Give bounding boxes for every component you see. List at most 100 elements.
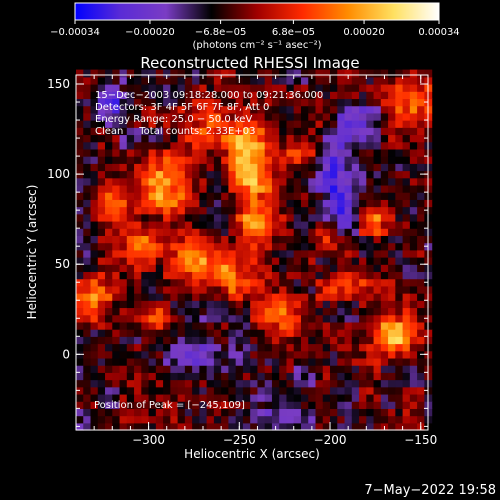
heatmap-cell <box>264 343 273 352</box>
heatmap-cell <box>373 76 382 85</box>
heatmap-cell <box>351 184 360 193</box>
heatmap-cell <box>76 293 84 301</box>
heatmap-cell <box>322 300 331 309</box>
heatmap-cell <box>271 401 280 409</box>
heatmap-cell <box>155 112 164 121</box>
heatmap-cell <box>330 213 338 222</box>
heatmap-cell <box>126 372 135 381</box>
heatmap-cell <box>134 206 142 215</box>
heatmap-cell <box>221 242 230 251</box>
heatmap-cell <box>373 314 382 323</box>
heatmap-cell <box>192 112 200 121</box>
heatmap-cell <box>170 350 179 359</box>
heatmap-cell <box>148 365 157 373</box>
heatmap-cell <box>351 393 360 402</box>
heatmap-cell <box>199 357 208 366</box>
heatmap-cell <box>163 206 171 215</box>
heatmap-cell <box>373 120 382 128</box>
heatmap-cell <box>242 91 251 100</box>
heatmap-cell <box>366 357 375 366</box>
heatmap-cell <box>199 293 208 301</box>
heatmap-cell <box>235 134 244 143</box>
heatmap-cell <box>330 264 338 273</box>
heatmap-cell <box>417 271 425 280</box>
heatmap-cell <box>351 401 360 409</box>
heatmap-cell <box>112 422 121 431</box>
heatmap-cell <box>141 343 150 352</box>
heatmap-cell <box>279 127 288 136</box>
heatmap-cell <box>119 401 128 409</box>
heatmap-cell <box>257 307 266 316</box>
heatmap-cell <box>184 84 193 92</box>
heatmap-cell <box>344 69 353 78</box>
heatmap-cell <box>76 336 84 345</box>
heatmap-cell <box>235 105 244 114</box>
heatmap-cell <box>90 300 99 309</box>
heatmap-cell <box>90 401 99 409</box>
heatmap-cell <box>250 264 259 273</box>
heatmap-cell <box>90 372 99 381</box>
heatmap-cell <box>163 120 171 128</box>
heatmap-cell <box>373 343 382 352</box>
heatmap-cell <box>221 76 230 85</box>
heatmap-cell <box>395 235 404 244</box>
heatmap-cell <box>177 206 186 215</box>
heatmap-cell <box>330 249 338 258</box>
heatmap-cell <box>184 307 193 316</box>
x-tick-label: −200 <box>314 433 347 447</box>
heatmap-cell <box>97 415 106 424</box>
heatmap-cell <box>402 415 411 424</box>
heatmap-cell <box>330 278 338 287</box>
heatmap-cell <box>395 213 404 222</box>
heatmap-cell <box>170 156 179 164</box>
heatmap-cell <box>366 69 375 78</box>
heatmap-cell <box>155 199 164 208</box>
heatmap-cell <box>250 228 259 236</box>
heatmap-cell <box>264 365 273 373</box>
heatmap-cell <box>119 365 128 373</box>
heatmap-cell <box>380 206 389 215</box>
heatmap-cell <box>163 357 171 366</box>
heatmap-cell <box>90 170 99 179</box>
heatmap-cell <box>221 422 230 431</box>
heatmap-cell <box>293 278 302 287</box>
heatmap-cell <box>388 365 396 373</box>
heatmap-cell <box>141 105 150 114</box>
heatmap-cell <box>402 235 411 244</box>
heatmap-cell <box>315 213 324 222</box>
colorbar-tick-label: 0.00034 <box>418 27 459 38</box>
heatmap-cell <box>409 422 418 431</box>
heatmap-cell <box>97 235 106 244</box>
heatmap-cell <box>134 120 142 128</box>
heatmap-cell <box>264 357 273 366</box>
heatmap-cell <box>199 199 208 208</box>
heatmap-cell <box>359 213 367 222</box>
heatmap-cell <box>373 134 382 143</box>
heatmap-cell <box>177 242 186 251</box>
heatmap-cell <box>359 365 367 373</box>
heatmap-cell <box>351 105 360 114</box>
heatmap-cell <box>250 393 259 402</box>
heatmap-cell <box>119 170 128 179</box>
heatmap-cell <box>184 134 193 143</box>
heatmap-cell <box>315 386 324 395</box>
heatmap-cell <box>380 314 389 323</box>
heatmap-cell <box>264 213 273 222</box>
heatmap-cell <box>308 220 317 229</box>
heatmap-cell <box>105 69 113 78</box>
heatmap-cell <box>388 235 396 244</box>
heatmap-cell <box>388 105 396 114</box>
heatmap-cell <box>380 257 389 265</box>
heatmap-cell <box>163 228 171 236</box>
heatmap-cell <box>148 314 157 323</box>
heatmap-cell <box>366 76 375 85</box>
heatmap-cell <box>213 163 222 172</box>
heatmap-cell <box>271 177 280 186</box>
heatmap-cell <box>271 271 280 280</box>
heatmap-cell <box>359 170 367 179</box>
heatmap-cell <box>359 184 367 193</box>
heatmap-cell <box>148 163 157 172</box>
heatmap-cell <box>308 314 317 323</box>
heatmap-cell <box>257 293 266 301</box>
heatmap-cell <box>293 350 302 359</box>
